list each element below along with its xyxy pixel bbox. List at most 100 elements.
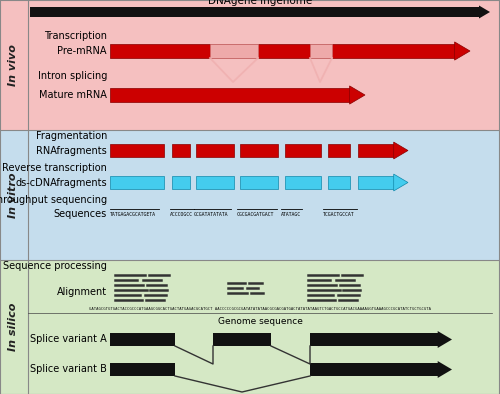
Text: Alignment: Alignment [57,287,107,297]
Polygon shape [394,174,408,191]
Text: TATGAGACGCATGETA: TATGAGACGCATGETA [110,212,156,216]
Bar [83,7,85,17]
Bar [118,7,120,17]
Bar [32,7,34,17]
Bar [46,7,48,17]
Bar [48,7,50,17]
Bar [114,7,116,17]
Bar [116,7,118,17]
Text: GCGATATATATA: GCGATATATATA [194,212,228,216]
Bar [146,7,149,17]
Bar [0,260,28,394]
Bar [285,144,321,157]
Bar [140,7,142,17]
Bar [310,363,438,376]
Bar [358,176,394,189]
Text: Splice variant A: Splice variant A [30,335,107,344]
Bar [87,7,90,17]
Text: DNAgene ingenome: DNAgene ingenome [208,0,312,6]
Text: Pre-mRNA: Pre-mRNA [58,46,107,56]
Bar [85,7,87,17]
Bar [70,7,72,17]
Bar [98,7,100,17]
Bar [39,7,41,17]
Bar [110,44,454,58]
Bar [136,7,138,17]
Text: Genome sequence: Genome sequence [218,317,302,326]
Bar [172,176,190,189]
Bar [30,7,479,17]
Bar [0,260,500,394]
Text: Intron splicing: Intron splicing [38,71,107,81]
Bar [76,7,78,17]
Bar [72,7,74,17]
Text: CGCGACGATGACT: CGCGACGATGACT [237,212,275,216]
Bar [129,7,132,17]
Text: Fragmentation: Fragmentation [36,131,107,141]
Bar [30,7,32,17]
Bar [358,144,394,157]
Bar [196,176,234,189]
Bar [310,333,438,346]
Bar [213,333,271,346]
Bar [142,7,144,17]
Bar [153,7,156,17]
Text: Mature mRNA: Mature mRNA [39,90,107,100]
Text: ACCCOGCC: ACCCOGCC [170,212,193,216]
Bar [94,7,96,17]
Polygon shape [350,86,365,104]
Text: Sequence processing: Sequence processing [3,261,107,271]
Bar [78,7,80,17]
Bar [127,7,129,17]
Text: ds-cDNAfragments: ds-cDNAfragments [16,178,107,188]
Bar [110,88,350,102]
Bar [138,7,140,17]
Bar [100,7,102,17]
Bar [110,144,164,157]
Text: TCGACTGCCAT: TCGACTGCCAT [323,212,354,216]
Bar [172,144,190,157]
Bar [122,7,124,17]
Polygon shape [394,142,408,159]
Polygon shape [438,361,452,378]
Text: Splice variant B: Splice variant B [30,364,107,375]
Bar [328,176,350,189]
Bar [63,7,66,17]
Bar [52,7,54,17]
Polygon shape [479,6,490,19]
Bar [134,7,136,17]
Bar [240,144,278,157]
Text: GATAGCGTGTGACTACCGCCCATGAAGCGGCACTGACTATGAGACGCATGCT AACCCCCGCGCGATATATATAACGCGA: GATAGCGTGTGACTACCGCCCATGAAGCGGCACTGACTAT… [89,307,431,312]
Text: In vivo: In vivo [8,44,18,86]
Bar [0,0,28,130]
Bar [110,363,175,376]
Bar [61,7,63,17]
Bar [124,7,127,17]
Bar [328,144,350,157]
Bar [0,0,500,130]
Bar [107,7,110,17]
Bar [0,130,500,260]
Bar [54,7,56,17]
Bar [144,7,146,17]
Bar [158,7,160,17]
Bar [50,7,52,17]
Text: In silico: In silico [8,303,18,351]
Bar [58,7,61,17]
Bar [285,176,321,189]
Text: High-throughput sequencing: High-throughput sequencing [0,195,107,205]
Text: Transcription: Transcription [44,31,107,41]
Bar [310,44,332,58]
Bar [90,7,92,17]
Bar [160,7,162,17]
Bar [210,44,258,58]
Bar [0,130,28,260]
Polygon shape [454,42,470,60]
Bar [68,7,70,17]
Bar [110,176,164,189]
Bar [34,7,36,17]
Bar [41,7,43,17]
Bar [102,7,105,17]
Bar [110,333,175,346]
Bar [109,7,112,17]
